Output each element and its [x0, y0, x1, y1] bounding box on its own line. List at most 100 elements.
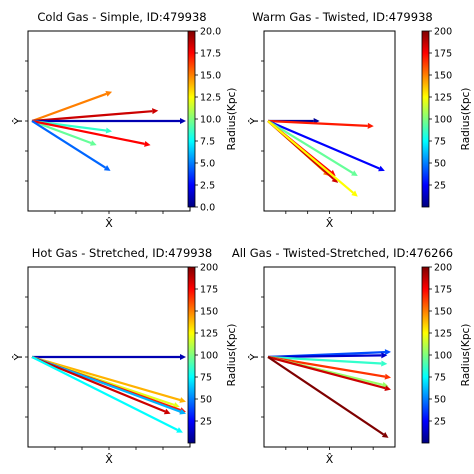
- vector-arrow: [31, 356, 183, 433]
- chart-title: Warm Gas - Twisted, ID:479938: [252, 10, 432, 24]
- vector-arrow: [267, 355, 391, 380]
- colorbar-tick-label: 2.5: [200, 181, 215, 192]
- vector-arrow: [267, 119, 374, 129]
- arrow-shaft: [267, 119, 380, 170]
- x-axis-label: X̂: [326, 217, 334, 230]
- vector-arrow: [267, 119, 385, 172]
- vector-arrow: [31, 355, 186, 403]
- colorbar-tick-label: 125: [434, 329, 452, 340]
- vector-arrow: [32, 118, 186, 124]
- arrow-head: [180, 354, 186, 360]
- colorbar-tick-label: 50: [434, 395, 446, 406]
- chart-panel-2: Warm Gas - Twisted, ID:479938 X̂ Ŷ 25 50 75 10…: [248, 10, 472, 230]
- arrow-head: [378, 165, 385, 172]
- vector-arrow: [267, 120, 358, 197]
- colorbar-tick-label: 25: [434, 417, 446, 428]
- arrow-shaft: [267, 356, 385, 436]
- y-axis-label: Ŷ: [248, 117, 261, 125]
- vector-arrow: [31, 119, 151, 147]
- colorbar-tick-label: 200: [434, 27, 452, 38]
- arrow-head: [144, 140, 151, 147]
- colorbar-tick-label: 0.0: [200, 203, 215, 214]
- arrow-shaft: [31, 355, 166, 413]
- colorbar: [421, 266, 430, 444]
- arrow-shaft: [267, 355, 386, 390]
- vector-arrow: [267, 355, 391, 392]
- arrow-head: [176, 427, 183, 433]
- vector-arrow: [32, 354, 186, 360]
- vector-arrow: [267, 355, 388, 367]
- colorbar-label: Radius(Kpc): [460, 324, 472, 387]
- colorbar-tick-label: 15.0: [200, 71, 221, 82]
- chart-panel-3: Hot Gas - Stretched, ID:479938 X̂ Ŷ 25 50 75 1…: [12, 246, 238, 466]
- y-axis-label: Ŷ: [12, 353, 25, 361]
- arrow-head: [384, 349, 391, 356]
- arrow-head: [384, 373, 391, 380]
- colorbar-tick-label: 50: [434, 159, 446, 170]
- colorbar-tick-label: 175: [434, 49, 452, 60]
- arrow-head: [331, 176, 339, 183]
- colorbar-label: Radius(Kpc): [226, 324, 238, 387]
- vector-arrow: [31, 90, 113, 123]
- vector-arrow: [267, 352, 388, 359]
- arrow-shaft: [267, 354, 382, 359]
- arrow-shaft: [31, 92, 107, 123]
- arrow-shaft: [267, 119, 368, 127]
- arrow-shaft: [31, 110, 153, 123]
- colorbar-tick-label: 20.0: [200, 27, 221, 38]
- arrow-head: [381, 360, 388, 367]
- arrow-head: [103, 165, 111, 171]
- colorbar-tick-label: 50: [200, 395, 212, 406]
- vector-arrow: [267, 120, 358, 177]
- colorbar-label: Radius(Kpc): [226, 88, 238, 151]
- arrow-shaft: [31, 119, 145, 145]
- colorbar: [187, 266, 196, 444]
- colorbar-tick-label: 25: [200, 417, 212, 428]
- arrow-head: [173, 402, 180, 408]
- vector-arrow: [31, 108, 159, 123]
- arrow-head: [381, 352, 388, 359]
- colorbar-tick-label: 200: [200, 263, 218, 274]
- chart-panel-1: Cold Gas - Simple, ID:479938 X̂ Ŷ 0.0 2.5 5.0…: [12, 10, 238, 230]
- arrow-head: [152, 108, 159, 115]
- arrow-shaft: [267, 355, 382, 365]
- arrow-head: [163, 408, 171, 415]
- x-axis-label: X̂: [326, 453, 334, 466]
- x-axis-label: X̂: [105, 217, 113, 230]
- arrow-shaft: [267, 355, 386, 378]
- colorbar: [421, 30, 430, 208]
- arrow-head: [90, 140, 97, 146]
- colorbar-tick-label: 100: [434, 115, 452, 126]
- colorbar-tick-label: 150: [434, 71, 452, 82]
- arrow-head: [351, 190, 358, 197]
- colorbar-tick-label: 17.5: [200, 49, 221, 60]
- chart-title: All Gas - Twisted-Stretched, ID:476266: [232, 246, 453, 260]
- arrow-shaft: [267, 120, 354, 174]
- chart-panel-4: All Gas - Twisted-Stretched, ID:476266 X̂…: [232, 246, 472, 466]
- colorbar-tick-label: 75: [200, 373, 212, 384]
- colorbar-tick-label: 200: [434, 263, 452, 274]
- colorbar-tick-label: 10.0: [200, 115, 221, 126]
- chart-title: Hot Gas - Stretched, ID:479938: [32, 246, 212, 260]
- colorbar-tick-label: 12.5: [200, 93, 221, 104]
- y-axis-label: Ŷ: [248, 353, 261, 361]
- arrow-head: [384, 385, 391, 392]
- colorbar-tick-label: 125: [200, 329, 218, 340]
- colorbar-tick-label: 5.0: [200, 159, 215, 170]
- colorbar-tick-label: 125: [434, 93, 452, 104]
- colorbar-tick-label: 25: [434, 181, 446, 192]
- arrow-head: [179, 408, 186, 415]
- colorbar-tick-label: 75: [434, 373, 446, 384]
- arrow-head: [179, 397, 186, 403]
- arrow-shaft: [31, 355, 181, 402]
- arrow-shaft: [31, 120, 107, 169]
- colorbar: [187, 30, 196, 208]
- arrow-head: [381, 432, 389, 438]
- colorbar-tick-label: 7.5: [200, 137, 215, 148]
- arrow-head: [180, 118, 186, 124]
- y-axis-label: Ŷ: [12, 117, 25, 125]
- colorbar-label: Radius(Kpc): [460, 88, 472, 151]
- arrow-head: [105, 127, 113, 134]
- arrow-shaft: [31, 119, 92, 145]
- arrow-head: [367, 122, 374, 129]
